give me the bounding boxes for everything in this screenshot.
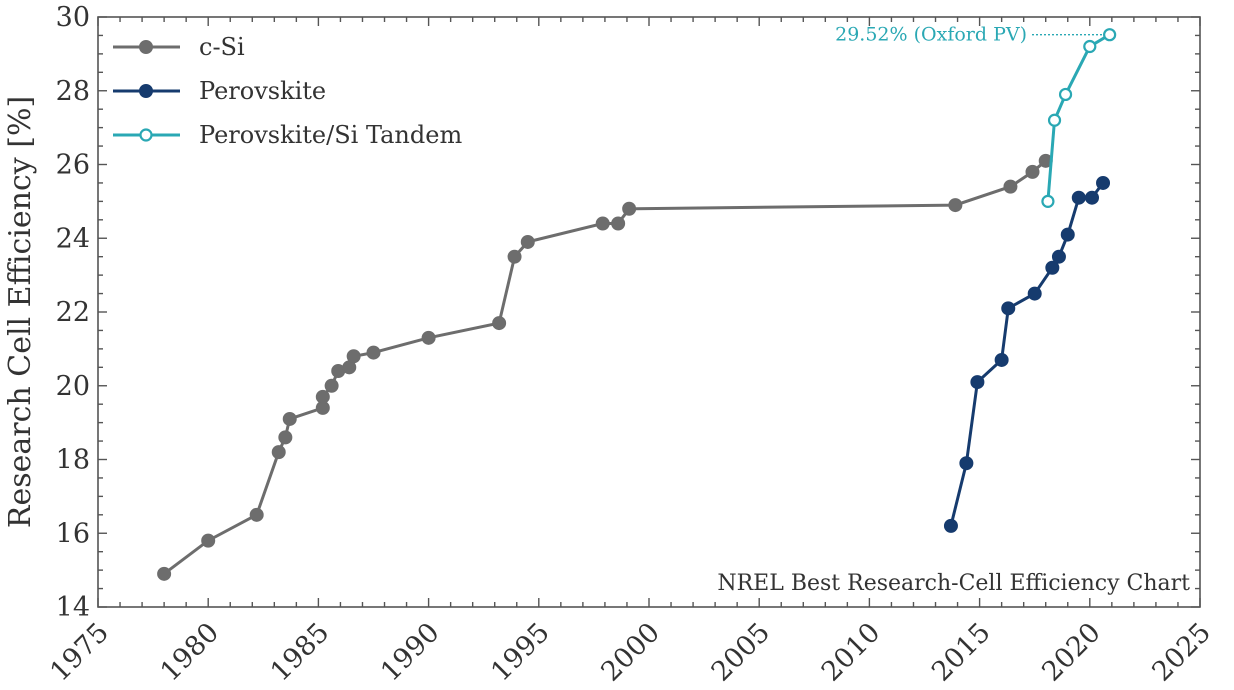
data-point	[520, 234, 535, 249]
data-point	[249, 507, 264, 522]
data-point	[994, 352, 1009, 367]
data-point	[1003, 179, 1018, 194]
series-c-si	[157, 153, 1053, 581]
data-point	[595, 216, 610, 231]
data-point	[366, 345, 381, 360]
legend-marker	[139, 84, 153, 98]
y-tick-label: 14	[56, 592, 90, 623]
data-point	[622, 201, 637, 216]
data-point	[201, 533, 216, 548]
series-group	[157, 28, 1117, 581]
y-tick-label: 28	[56, 76, 90, 107]
data-point	[421, 330, 436, 345]
legend-label: Perovskite/Si Tandem	[199, 121, 462, 149]
data-point	[1058, 87, 1073, 102]
data-point	[1047, 113, 1062, 127]
data-point	[959, 456, 974, 471]
legend-marker	[139, 128, 153, 142]
data-point	[1025, 164, 1040, 179]
data-point	[271, 445, 286, 460]
data-point	[324, 378, 339, 393]
y-tick-label: 22	[56, 297, 90, 328]
data-point	[1085, 190, 1100, 205]
data-point	[1060, 227, 1075, 242]
data-point	[315, 389, 330, 404]
data-point	[970, 375, 985, 390]
source-note: NREL Best Research-Cell Efficiency Chart	[717, 571, 1190, 596]
data-point	[1001, 301, 1016, 316]
data-point	[611, 216, 626, 231]
legend-item: c-Si	[113, 33, 245, 61]
y-tick-label: 24	[56, 223, 90, 254]
legend-label: Perovskite	[199, 77, 326, 105]
data-point	[1051, 249, 1066, 264]
data-point	[1041, 194, 1055, 208]
data-point	[346, 349, 361, 364]
data-point	[1045, 260, 1060, 275]
y-tick-label: 18	[56, 445, 90, 476]
data-point	[507, 249, 522, 264]
y-tick-label: 20	[56, 371, 90, 402]
data-point	[943, 518, 958, 533]
legend-item: Perovskite	[113, 77, 326, 105]
legend-marker	[139, 40, 153, 54]
legend: c-Si Perovskite Perovskite/Si Tandem	[113, 33, 462, 149]
data-point	[1071, 190, 1086, 205]
callout-label: 29.52% (Oxford PV)	[835, 24, 1027, 46]
legend-label: c-Si	[199, 33, 245, 61]
data-point	[948, 198, 963, 213]
data-point	[1083, 39, 1097, 54]
y-tick-label: 26	[56, 150, 90, 181]
data-point	[1096, 175, 1111, 190]
y-tick-label: 16	[56, 518, 90, 549]
data-point	[157, 566, 172, 581]
data-point	[492, 316, 507, 331]
data-point	[282, 411, 297, 426]
y-axis-title: Research Cell Efficiency [%]	[3, 96, 38, 528]
data-point	[1103, 28, 1117, 42]
legend-item: Perovskite/Si Tandem	[113, 121, 462, 149]
data-point	[1027, 286, 1042, 301]
series-perovskite-si-tandem	[1041, 28, 1117, 208]
series-perovskite	[943, 175, 1111, 533]
data-point	[278, 430, 293, 445]
y-tick-label: 30	[56, 2, 90, 33]
